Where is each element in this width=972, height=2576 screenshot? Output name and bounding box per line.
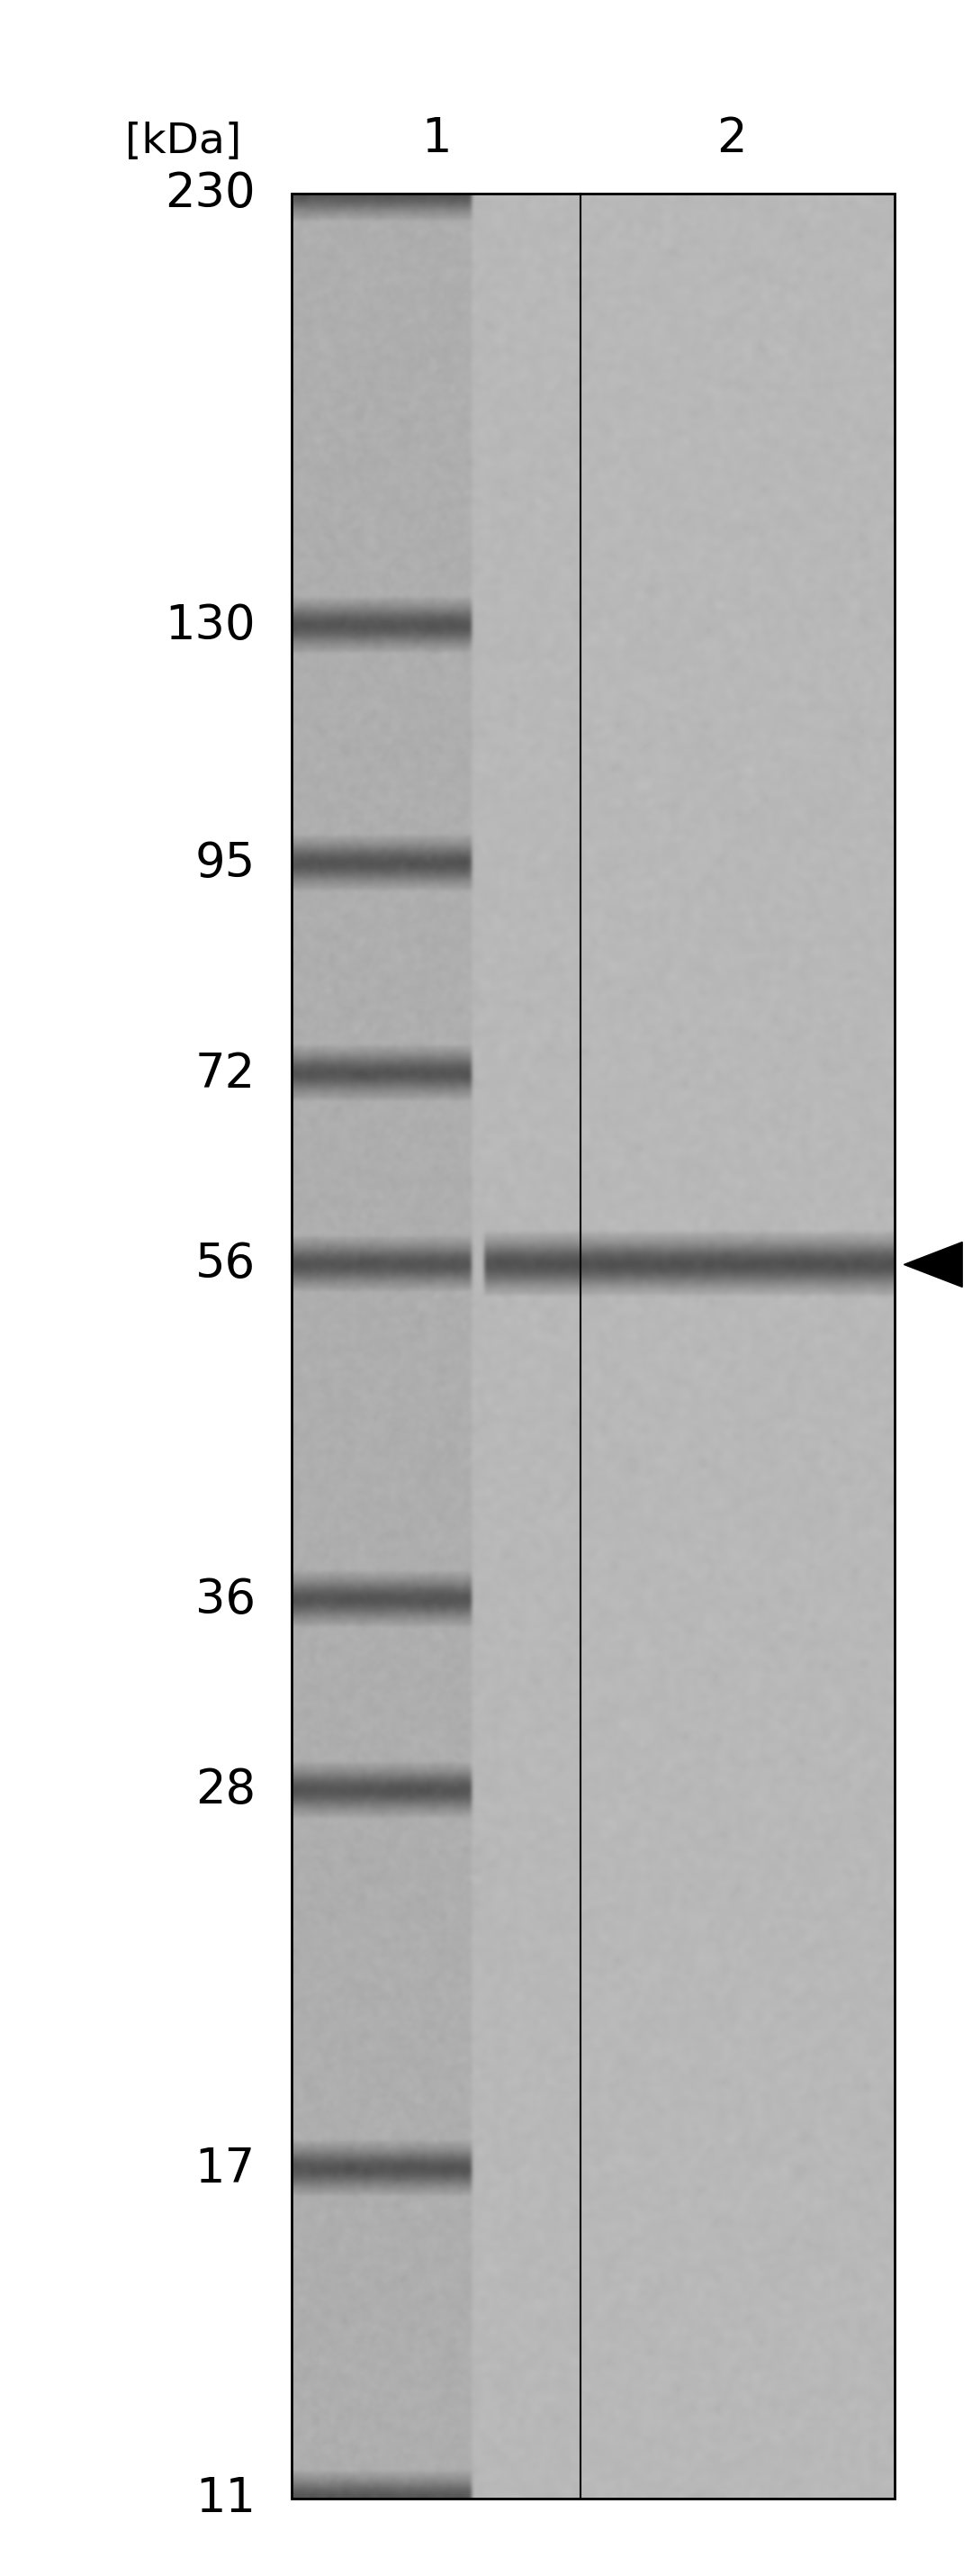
Text: 72: 72 [195, 1051, 256, 1097]
Text: 11: 11 [195, 2476, 256, 2522]
Text: [kDa]: [kDa] [125, 121, 241, 162]
Text: 1: 1 [421, 116, 451, 162]
Text: 130: 130 [165, 603, 256, 649]
Text: 17: 17 [195, 2146, 256, 2192]
Text: 28: 28 [195, 1767, 256, 1814]
Text: 230: 230 [165, 170, 256, 216]
Text: 95: 95 [195, 840, 256, 886]
Text: 36: 36 [195, 1577, 256, 1623]
Polygon shape [904, 1242, 962, 1288]
Bar [292, 193, 894, 2499]
Text: 56: 56 [195, 1242, 256, 1288]
Text: 2: 2 [716, 116, 746, 162]
